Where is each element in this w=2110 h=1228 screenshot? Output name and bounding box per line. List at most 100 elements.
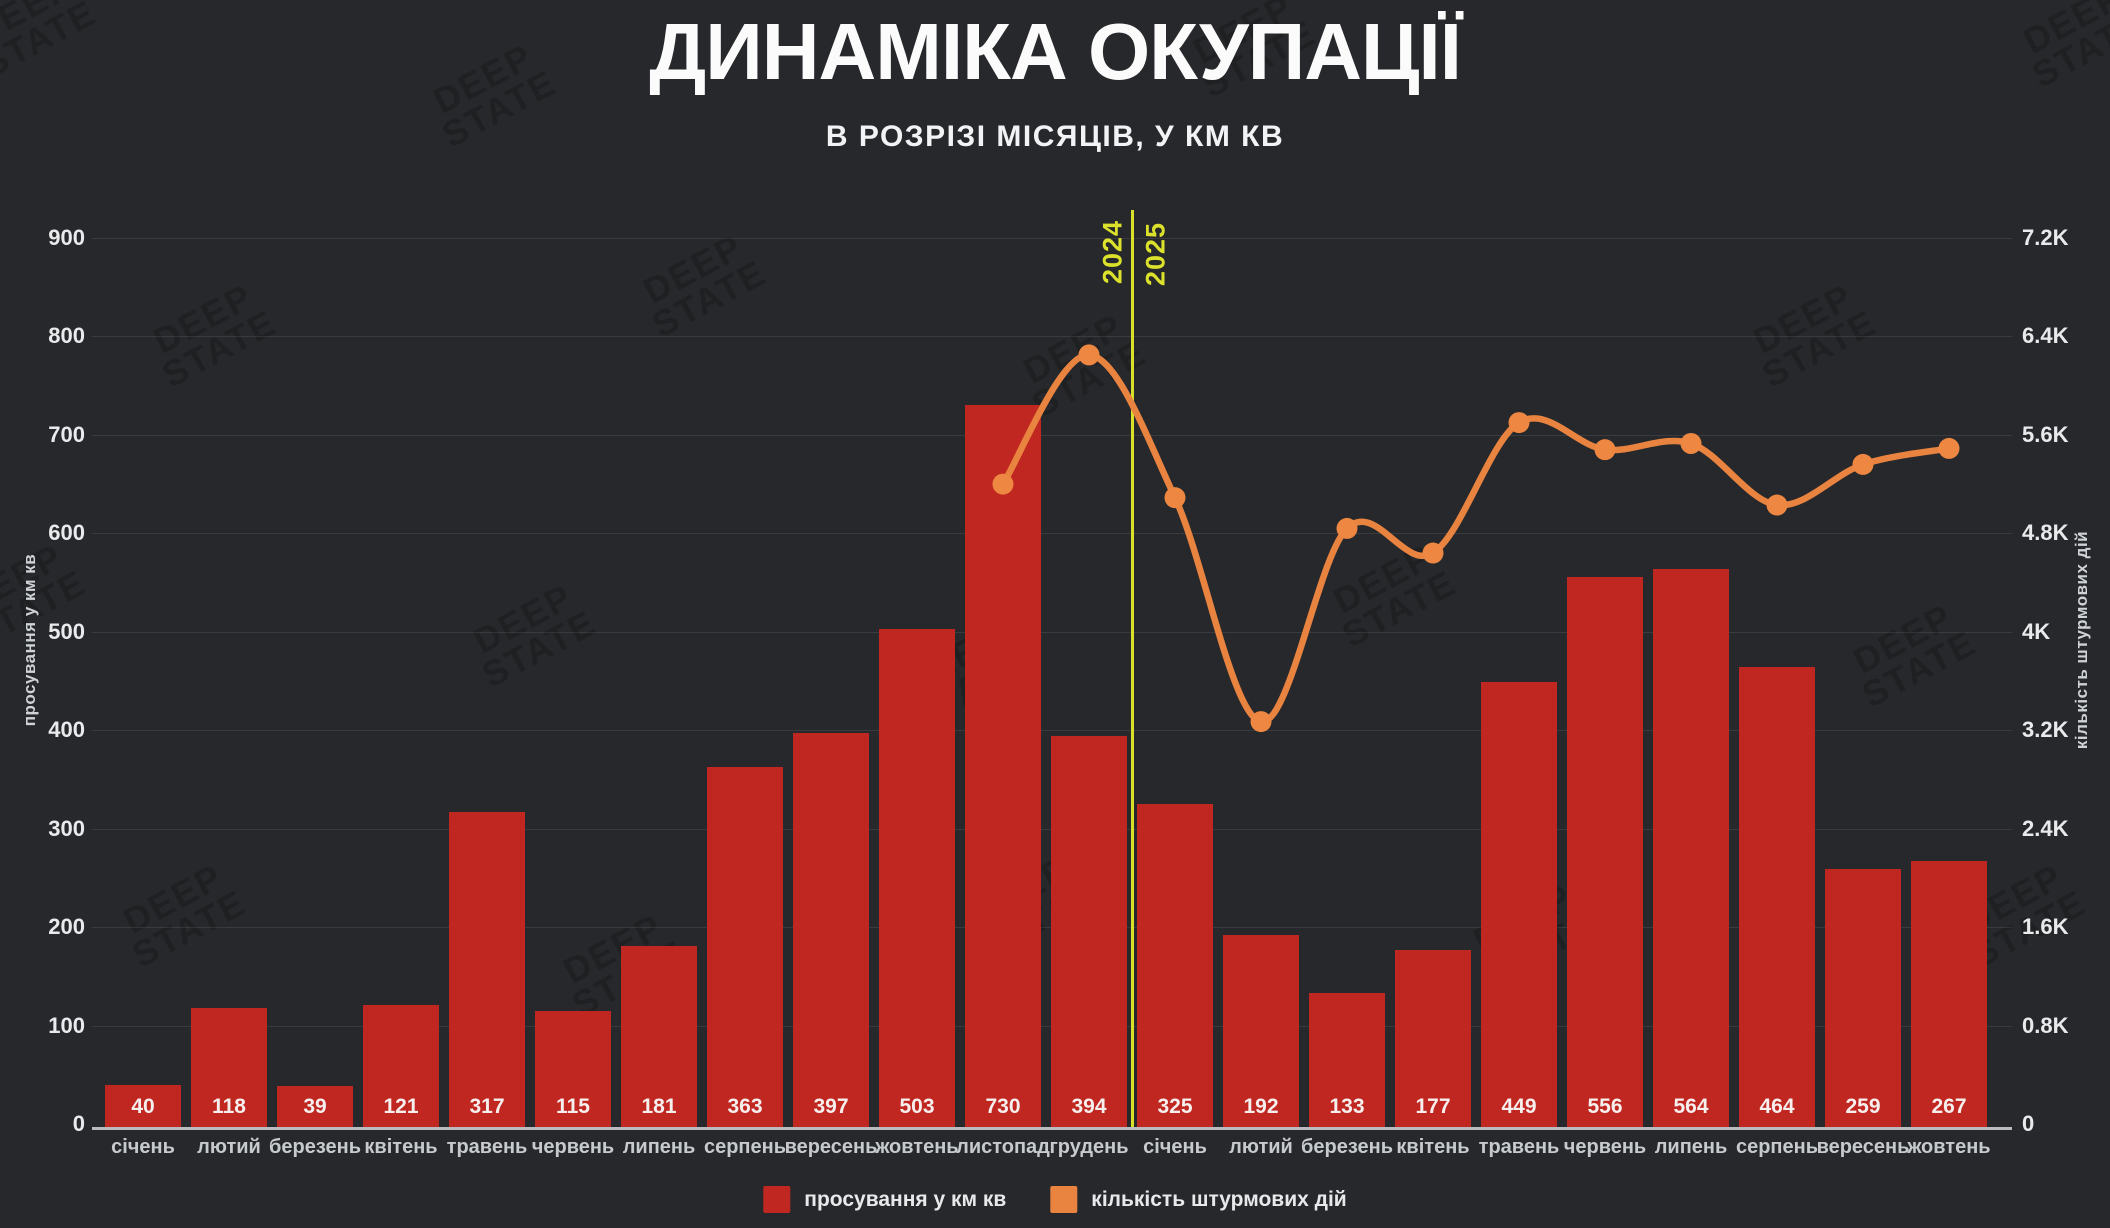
deepstate-watermark: DEEP STATE <box>1326 535 1463 656</box>
deepstate-watermark: DEEP STATE <box>116 855 253 976</box>
deepstate-watermark: DEEP STATE <box>636 225 773 346</box>
month-label-0: січень <box>111 1136 175 1158</box>
month-label-14: березень <box>1301 1136 1393 1158</box>
left-tick-400: 400 <box>48 717 85 743</box>
left-tick-300: 300 <box>48 815 85 841</box>
bar-квітень-15 <box>1395 949 1471 1127</box>
legend: просування у км кв кількість штурмових д… <box>763 1186 1347 1213</box>
chart-subtitle: В РОЗРІЗІ МІСЯЦІВ, У КМ КВ <box>825 120 1285 153</box>
gridline-400 <box>92 730 2012 732</box>
bar-value-12: 325 <box>1157 1095 1193 1118</box>
bar-value-16: 449 <box>1501 1095 1537 1118</box>
line-point-8 <box>1680 433 1702 455</box>
month-label-15: квітень <box>1396 1136 1470 1158</box>
right-tick-5.6K: 5.6K <box>2022 421 2069 447</box>
left-tick-800: 800 <box>48 323 85 349</box>
month-label-6: липень <box>622 1136 696 1158</box>
month-label-16: травень <box>1478 1136 1560 1158</box>
bar-липень-18 <box>1653 568 1729 1127</box>
month-label-19: серпень <box>1735 1136 1819 1158</box>
gridline-900 <box>92 238 2012 239</box>
bar-червень-5 <box>535 1010 611 1127</box>
left-tick-900: 900 <box>48 225 85 250</box>
line-point-7 <box>1594 439 1616 461</box>
legend-label-advance: просування у км кв <box>804 1187 1007 1211</box>
month-label-1: лютий <box>197 1136 261 1158</box>
line-point-11 <box>1938 437 1960 459</box>
bar-жовтень-9 <box>879 628 955 1127</box>
left-tick-600: 600 <box>48 520 85 546</box>
left-tick-0: 0 <box>72 1111 85 1136</box>
bar-лютий-13 <box>1223 934 1299 1127</box>
line-point-6 <box>1508 412 1530 434</box>
month-label-9: жовтень <box>875 1136 959 1158</box>
bar-value-14: 133 <box>1329 1095 1365 1118</box>
bar-серпень-19 <box>1739 667 1815 1127</box>
x-axis-line <box>92 1127 2012 1130</box>
bar-вересень-8 <box>793 733 869 1127</box>
deepstate-watermark: DEEP STATE <box>1746 275 1883 396</box>
line-point-3 <box>1250 711 1272 733</box>
right-tick-6.4K: 6.4K <box>2022 323 2069 349</box>
bar-липень-6 <box>621 945 697 1127</box>
month-label-3: квітень <box>364 1136 438 1158</box>
bar-value-13: 192 <box>1243 1095 1279 1118</box>
right-tick-1.6K: 1.6K <box>2022 914 2069 940</box>
bar-січень-12 <box>1137 804 1213 1127</box>
bar-value-19: 464 <box>1759 1095 1795 1118</box>
month-label-5: червень <box>531 1136 615 1158</box>
right-tick-2.4K: 2.4K <box>2022 815 2069 841</box>
bar-березень-14 <box>1309 993 1385 1127</box>
left-tick-700: 700 <box>48 421 85 447</box>
bar-грудень-11 <box>1051 736 1127 1127</box>
deepstate-watermark: DEEP STATE <box>466 575 603 696</box>
bar-value-5: 115 <box>556 1095 590 1118</box>
legend-item-assaults: кількість штурмових дій <box>1050 1186 1347 1213</box>
gridline-700 <box>92 434 2012 436</box>
bar-серпень-7 <box>707 766 783 1127</box>
bar-value-4: 317 <box>469 1095 505 1118</box>
legend-item-advance: просування у км кв <box>763 1186 1006 1213</box>
bar-жовтень-21 <box>1911 861 1987 1127</box>
right-tick-4K: 4K <box>2022 618 2051 644</box>
bar-травень-4 <box>449 811 525 1127</box>
bar-value-21: 267 <box>1931 1095 1967 1118</box>
bar-січень-0 <box>105 1084 181 1127</box>
right-tick-0: 0 <box>2022 1111 2035 1136</box>
line-point-2 <box>1164 487 1186 509</box>
year-divider-line <box>1130 210 1134 1127</box>
line-point-10 <box>1852 453 1874 475</box>
month-label-10: листопад <box>956 1136 1050 1158</box>
month-label-4: травень <box>446 1136 528 1158</box>
bar-value-18: 564 <box>1673 1095 1709 1118</box>
bar-value-15: 177 <box>1415 1095 1451 1118</box>
month-label-13: лютий <box>1229 1136 1293 1158</box>
month-label-18: липень <box>1654 1136 1728 1158</box>
deepstate-watermark: DEEP STATE <box>146 275 283 396</box>
bar-квітень-3 <box>363 1004 439 1127</box>
year-label-2024: 2024 <box>1097 219 1128 285</box>
bar-value-10: 730 <box>985 1095 1021 1118</box>
gridline-800 <box>92 336 2012 338</box>
bar-червень-17 <box>1567 576 1643 1127</box>
bar-value-2: 39 <box>303 1095 327 1118</box>
right-tick-3.2K: 3.2K <box>2022 717 2069 743</box>
month-label-11: грудень <box>1049 1136 1129 1158</box>
bar-value-20: 259 <box>1845 1095 1881 1118</box>
right-tick-7.2K: 7.2K <box>2022 225 2069 250</box>
bar-лютий-1 <box>191 1007 267 1127</box>
line-point-9 <box>1766 494 1788 516</box>
month-label-21: жовтень <box>1907 1136 1991 1158</box>
right-tick-0.8K: 0.8K <box>2022 1012 2069 1038</box>
month-label-8: вересень <box>784 1136 878 1158</box>
month-label-2: березень <box>269 1136 361 1158</box>
line-point-4 <box>1336 517 1358 539</box>
left-tick-200: 200 <box>48 914 85 940</box>
bar-value-1: 118 <box>212 1095 246 1118</box>
chart-title: ДИНАМІКА ОКУПАЦІЇ <box>649 7 1462 96</box>
bar-value-0: 40 <box>131 1095 155 1118</box>
bar-value-9: 503 <box>899 1095 935 1118</box>
gridline-600 <box>92 533 2012 535</box>
left-tick-500: 500 <box>48 618 85 644</box>
